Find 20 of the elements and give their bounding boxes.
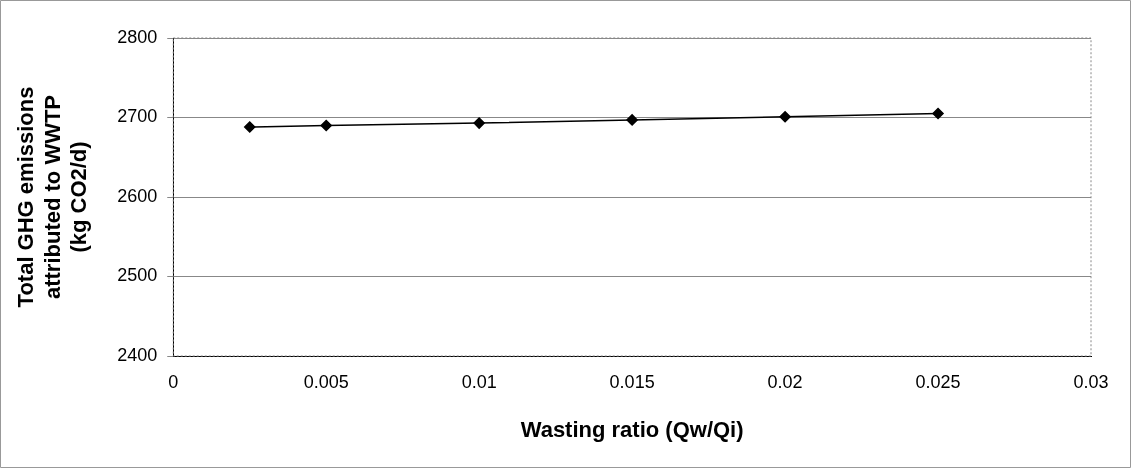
point: [320, 119, 332, 132]
y-tick-label: 2600: [117, 185, 158, 206]
point: [932, 107, 944, 120]
x-tick-label: 0: [168, 371, 179, 392]
point: [779, 110, 791, 123]
y-tick-label: 2700: [117, 106, 158, 127]
x-tick-label: 0.025: [915, 371, 961, 392]
point: [626, 114, 638, 126]
x-axis-title: Wasting ratio (Qw/Qi): [520, 416, 744, 442]
point: [243, 121, 256, 133]
y-tick-label: 2800: [117, 26, 158, 47]
y-tick-label: 2500: [117, 265, 158, 286]
x-tick-label: 0.015: [609, 371, 655, 392]
x-tick-label: 0.005: [303, 371, 349, 392]
x-tick-label: 0.01: [461, 371, 497, 392]
x-tick-label: 0.03: [1073, 371, 1109, 392]
y-tick-label: 2400: [117, 344, 158, 365]
point: [473, 117, 485, 129]
x-tick-label: 0.02: [767, 371, 803, 392]
y-axis-title: Total GHG emissions attributed to WWTP (kg CO2/d): [13, 86, 92, 308]
